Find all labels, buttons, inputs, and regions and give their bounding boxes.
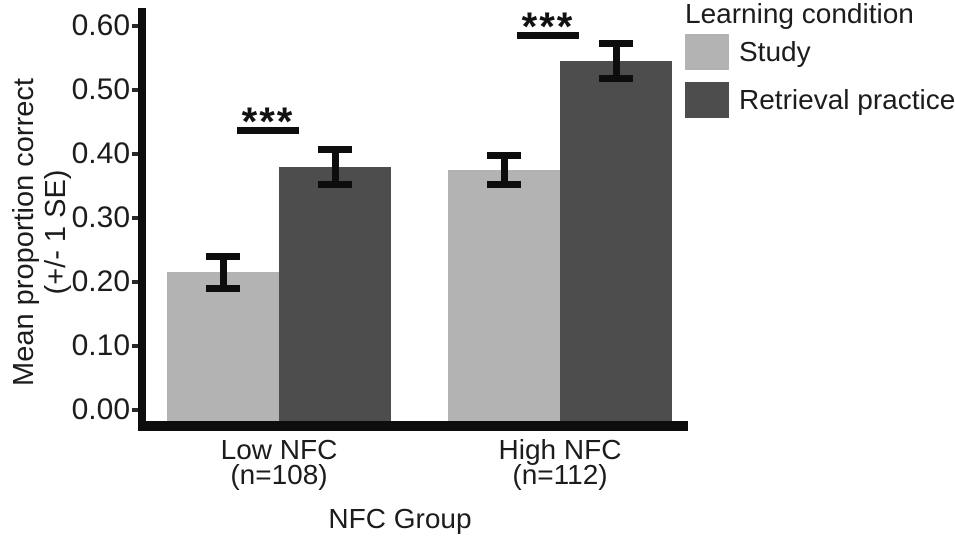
significance-line: [237, 127, 299, 134]
legend-item-retrieval-practice: Retrieval practice: [685, 82, 955, 118]
x-category-label: Low NFC (n=108): [129, 434, 429, 490]
x-category-n: (n=112): [512, 459, 608, 490]
error-bar-line: [500, 155, 508, 185]
bar-study-high-nfc: [448, 170, 560, 425]
y-tick-label: 0.10: [71, 329, 130, 362]
error-bar-line: [612, 43, 620, 79]
legend-item-study: Study: [685, 34, 953, 70]
bar-study-low-nfc: [167, 272, 279, 425]
y-tick-mark: [132, 344, 138, 348]
y-tick-mark: [132, 24, 138, 28]
bar-retrieval-practice-high-nfc: [560, 61, 672, 425]
significance-stars: ***: [241, 100, 295, 144]
error-bar-cap-top: [599, 40, 633, 48]
error-bar-cap-bottom: [487, 181, 521, 189]
x-category-n: (n=108): [230, 459, 328, 490]
y-tick-label: 0.20: [71, 265, 130, 298]
error-bar-cap-top: [487, 151, 521, 159]
error-bar-cap-bottom: [318, 180, 352, 188]
x-category-name: Low NFC: [220, 434, 338, 465]
y-tick-label: 0.60: [71, 9, 130, 42]
error-bar-cap-bottom: [206, 284, 240, 292]
error-bar-line: [331, 149, 339, 185]
legend-swatch-study: [685, 34, 729, 70]
x-axis-line: [138, 421, 688, 431]
error-bar-cap-top: [318, 146, 352, 154]
error-bar-cap-bottom: [599, 74, 633, 82]
y-tick-mark: [132, 408, 138, 412]
legend-title: Learning condition: [685, 0, 914, 29]
legend-label: Retrieval practice: [739, 84, 955, 115]
y-tick-label: 0.50: [71, 73, 130, 106]
x-category-name: High NFC: [498, 434, 622, 465]
legend-items: Study Retrieval practice: [685, 34, 955, 118]
x-axis-title: NFC Group: [328, 503, 472, 534]
y-tick-mark: [132, 216, 138, 220]
legend: Learning condition Study Retrieval practi…: [685, 0, 955, 130]
legend-label: Study: [739, 36, 811, 67]
x-category-label: High NFC (n=112): [410, 434, 710, 490]
y-tick-mark: [132, 280, 138, 284]
y-tick-label: 0.40: [71, 137, 130, 170]
y-tick-mark: [132, 152, 138, 156]
significance-stars: ***: [521, 5, 575, 49]
y-axis-line: [138, 8, 146, 431]
y-tick-label: 0.00: [71, 393, 130, 426]
error-bar-cap-top: [206, 252, 240, 260]
y-tick-label: 0.30: [71, 201, 130, 234]
bar-retrieval-practice-low-nfc: [279, 166, 391, 425]
legend-swatch-retrieval-practice: [685, 82, 729, 118]
error-bar-line: [219, 256, 227, 289]
significance-line: [517, 32, 579, 39]
y-tick-mark: [132, 88, 138, 92]
